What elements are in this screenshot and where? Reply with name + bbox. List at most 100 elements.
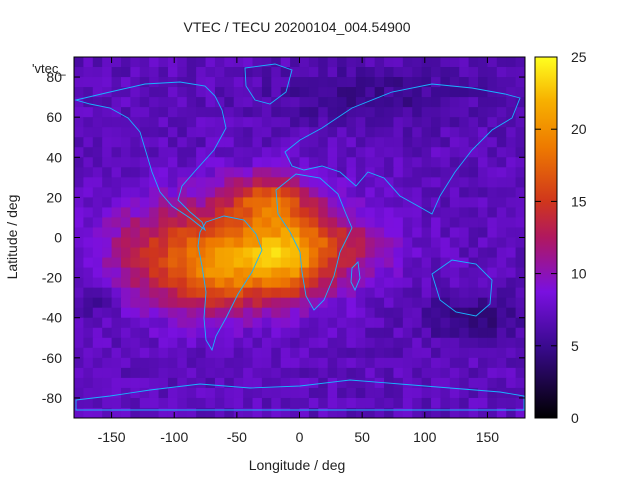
heatmap-cell [196, 57, 207, 68]
heatmap-cell [149, 367, 160, 379]
heatmap-cell [205, 97, 216, 108]
heatmap-cell [355, 227, 366, 239]
heatmap-cell [83, 97, 94, 108]
heatmap-cell [261, 147, 272, 158]
heatmap-cell [478, 387, 489, 399]
heatmap-cell [177, 357, 188, 369]
heatmap-cell [120, 287, 131, 299]
heatmap-cell [496, 167, 507, 178]
heatmap-cell [515, 367, 525, 379]
heatmap-cell [468, 297, 479, 309]
heatmap-cell [421, 147, 432, 158]
heatmap-cell [233, 297, 244, 309]
heatmap-cell [102, 267, 113, 279]
heatmap-cell [243, 247, 254, 259]
heatmap-cell [149, 337, 160, 349]
heatmap-cell [308, 107, 319, 118]
heatmap-cell [449, 187, 460, 198]
heatmap-cell [402, 257, 413, 269]
heatmap-cell [421, 377, 432, 389]
heatmap-cell [327, 277, 338, 289]
heatmap-cell [355, 327, 366, 339]
heatmap-cell [83, 277, 94, 289]
heatmap-cell [402, 347, 413, 359]
heatmap-cell [440, 367, 451, 379]
heatmap-cell [102, 127, 113, 138]
heatmap-cell [459, 237, 470, 249]
heatmap-cell [120, 57, 131, 68]
heatmap-cell [102, 67, 113, 78]
heatmap-cell [139, 257, 150, 269]
heatmap-cell [280, 277, 291, 289]
heatmap-cell [214, 127, 225, 138]
heatmap-cell [384, 167, 395, 178]
heatmap-cell [252, 367, 263, 379]
heatmap-cell [177, 257, 188, 269]
heatmap-cell [130, 387, 141, 399]
heatmap-cell [299, 287, 310, 299]
heatmap-cell [74, 207, 84, 219]
heatmap-cell [158, 267, 169, 279]
heatmap-cell [506, 367, 517, 379]
heatmap-cell [374, 67, 385, 78]
heatmap-cell [205, 87, 216, 98]
heatmap-cell [478, 367, 489, 379]
heatmap-cell [478, 257, 489, 269]
heatmap-cell [346, 147, 357, 158]
heatmap-cell [459, 287, 470, 299]
heatmap-cell [308, 407, 319, 418]
heatmap-cell [74, 277, 84, 289]
heatmap-cell [280, 107, 291, 118]
heatmap-cell [421, 117, 432, 128]
heatmap-cell [487, 107, 498, 118]
heatmap-cell [515, 117, 525, 128]
heatmap-cell [271, 177, 282, 188]
heatmap-cell [402, 317, 413, 329]
chart-title: VTEC / TECU 20200104_004.54900 [183, 19, 410, 35]
heatmap-cell [496, 187, 507, 198]
heatmap-cell [111, 187, 122, 198]
heatmap-cell [468, 107, 479, 118]
heatmap-cell [440, 297, 451, 309]
heatmap-cell [487, 287, 498, 299]
heatmap-cell [290, 377, 301, 389]
heatmap-cell [459, 397, 470, 409]
heatmap-cell [271, 97, 282, 108]
heatmap-cell [252, 297, 263, 309]
heatmap-cell [440, 337, 451, 349]
heatmap-cell [290, 167, 301, 178]
heatmap-cell [271, 117, 282, 128]
heatmap-cell [224, 197, 235, 209]
heatmap-cell [327, 297, 338, 309]
heatmap-cell [83, 367, 94, 379]
heatmap-cell [355, 407, 366, 418]
heatmap-cell [365, 337, 376, 349]
heatmap-cell [186, 347, 197, 359]
heatmap-cell [205, 287, 216, 299]
heatmap-cell [355, 287, 366, 299]
heatmap-cell [355, 347, 366, 359]
heatmap-cell [261, 127, 272, 138]
heatmap-cell [459, 217, 470, 229]
heatmap-cell [468, 227, 479, 239]
heatmap-cell [290, 347, 301, 359]
heatmap-cell [290, 87, 301, 98]
heatmap-cell [355, 277, 366, 289]
heatmap-cell [158, 247, 169, 259]
heatmap-cell [393, 327, 404, 339]
heatmap-cell [496, 267, 507, 279]
heatmap-cell [149, 217, 160, 229]
heatmap-cell [384, 287, 395, 299]
heatmap-cell [468, 177, 479, 188]
heatmap-cell [299, 177, 310, 188]
heatmap-cell [449, 157, 460, 168]
heatmap-plot [74, 57, 525, 418]
heatmap-cell [158, 367, 169, 379]
heatmap-cell [299, 217, 310, 229]
heatmap-cell [440, 87, 451, 98]
heatmap-cell [111, 337, 122, 349]
heatmap-cell [346, 107, 357, 118]
heatmap-cell [478, 207, 489, 219]
heatmap-cell [299, 77, 310, 88]
heatmap-cell [431, 297, 442, 309]
